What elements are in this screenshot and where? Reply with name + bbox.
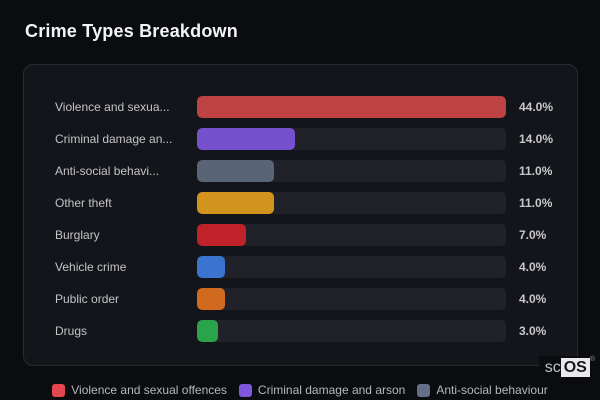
legend-label: Violence and sexual offences [71,383,227,397]
row-label: Criminal damage an... [55,132,173,146]
bar-row: Burglary 7.0% [55,224,577,246]
bar[interactable] [197,128,296,150]
bar-track [197,320,506,342]
value-label: 7.0% [519,228,547,242]
bar-row: Drugs 3.0% [55,320,577,342]
row-label: Burglary [55,228,100,242]
value-label: 44.0% [519,100,554,114]
value-label: 14.0% [519,132,554,146]
row-label: Violence and sexua... [55,100,170,114]
bar-track [197,224,506,246]
scos-logo-box: OS [560,358,590,377]
legend-swatch-icon [52,383,66,397]
legend-swatch-icon [417,383,431,397]
bar[interactable] [197,224,247,246]
bar-row: Anti-social behavi... 11.0% [55,160,577,182]
legend-swatch-icon [238,383,252,397]
legend-item[interactable]: Violence and sexual offences [52,383,227,397]
bar-row: Vehicle crime 4.0% [55,256,577,278]
bar-track [197,160,506,182]
chart-legend: Violence and sexual offences Criminal da… [0,383,600,397]
legend-item[interactable]: Anti-social behaviour [417,383,548,397]
bar-track [197,128,506,150]
row-label: Drugs [55,324,88,338]
value-label: 11.0% [519,164,553,178]
chart-card: Violence and sexua... 44.0% Criminal dam… [23,64,578,366]
legend-label: Anti-social behaviour [436,383,548,397]
value-label: 4.0% [519,292,547,306]
registered-trademark-icon: ® [589,356,595,363]
value-label: 3.0% [519,324,547,338]
scos-logo-prefix: sc [544,359,561,376]
row-label: Vehicle crime [55,260,127,274]
legend-item[interactable]: Criminal damage and arson [238,383,406,397]
bar-rows: Violence and sexua... 44.0% Criminal dam… [55,96,577,342]
bar-row: Violence and sexua... 44.0% [55,96,577,118]
row-label: Other theft [55,196,112,210]
bar-track [197,96,506,118]
scos-logo: sc OS ® [538,356,598,379]
bar-track [197,192,506,214]
bar[interactable] [197,288,226,310]
row-label: Anti-social behavi... [55,164,160,178]
bar[interactable] [197,160,275,182]
row-label: Public order [55,292,120,306]
bar[interactable] [197,192,275,214]
bar[interactable] [197,256,226,278]
bar-row: Other theft 11.0% [55,192,577,214]
bar[interactable] [197,96,506,118]
bar[interactable] [197,320,219,342]
bar-track [197,256,506,278]
value-label: 4.0% [519,260,547,274]
bar-track [197,288,506,310]
bar-row: Criminal damage an... 14.0% [55,128,577,150]
legend-label: Criminal damage and arson [257,383,406,397]
page-title: Crime Types Breakdown [25,21,238,41]
bar-row: Public order 4.0% [55,288,577,310]
value-label: 11.0% [519,196,553,210]
